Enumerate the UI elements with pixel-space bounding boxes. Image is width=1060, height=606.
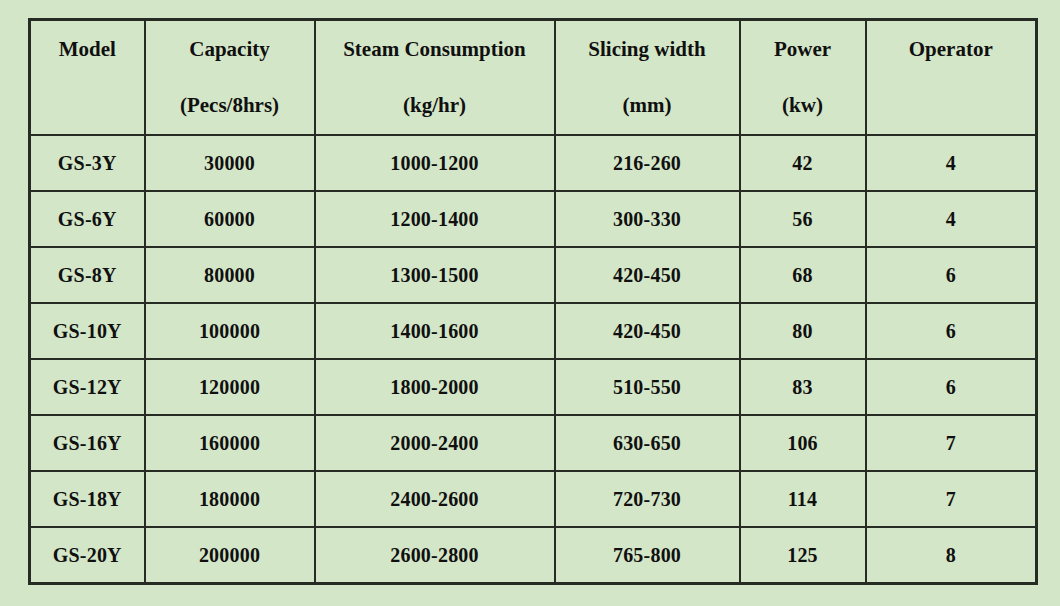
cell-slicing-width: 765-800 (555, 527, 740, 584)
table-row: GS-18Y1800002400-2600720-7301147 (30, 471, 1037, 527)
header-steam-consumption: Steam Consumption (kg/hr) (315, 20, 555, 136)
cell-slicing-width: 420-450 (555, 247, 740, 303)
header-label: Operator (867, 21, 1036, 77)
cell-model: GS-12Y (30, 359, 145, 415)
header-unit (31, 77, 144, 133)
cell-capacity: 200000 (145, 527, 315, 584)
cell-capacity: 30000 (145, 135, 315, 191)
cell-model: GS-20Y (30, 527, 145, 584)
cell-capacity: 120000 (145, 359, 315, 415)
table-row: GS-8Y800001300-1500420-450686 (30, 247, 1037, 303)
cell-operator: 7 (866, 471, 1037, 527)
cell-operator: 6 (866, 247, 1037, 303)
header-label: Model (31, 21, 144, 77)
header-label: Steam Consumption (316, 21, 554, 77)
cell-operator: 7 (866, 415, 1037, 471)
header-unit: (Pecs/8hrs) (146, 77, 314, 133)
header-unit: (kg/hr) (316, 77, 554, 133)
header-capacity: Capacity (Pecs/8hrs) (145, 20, 315, 136)
cell-steam-consumption: 1000-1200 (315, 135, 555, 191)
cell-slicing-width: 420-450 (555, 303, 740, 359)
cell-capacity: 80000 (145, 247, 315, 303)
cell-model: GS-6Y (30, 191, 145, 247)
table-row: GS-16Y1600002000-2400630-6501067 (30, 415, 1037, 471)
table-row: GS-10Y1000001400-1600420-450806 (30, 303, 1037, 359)
header-unit: (kw) (741, 77, 865, 133)
cell-slicing-width: 630-650 (555, 415, 740, 471)
spec-table-container: Model Capacity (Pecs/8hrs) Steam Consump… (28, 18, 1038, 585)
cell-steam-consumption: 1800-2000 (315, 359, 555, 415)
cell-slicing-width: 300-330 (555, 191, 740, 247)
cell-capacity: 100000 (145, 303, 315, 359)
table-row: GS-3Y300001000-1200216-260424 (30, 135, 1037, 191)
cell-steam-consumption: 1300-1500 (315, 247, 555, 303)
cell-operator: 8 (866, 527, 1037, 584)
cell-capacity: 160000 (145, 415, 315, 471)
cell-slicing-width: 720-730 (555, 471, 740, 527)
cell-operator: 6 (866, 303, 1037, 359)
cell-operator: 4 (866, 135, 1037, 191)
cell-power: 125 (740, 527, 866, 584)
cell-power: 83 (740, 359, 866, 415)
table-header: Model Capacity (Pecs/8hrs) Steam Consump… (30, 20, 1037, 136)
header-unit (867, 77, 1036, 133)
cell-slicing-width: 216-260 (555, 135, 740, 191)
cell-power: 80 (740, 303, 866, 359)
cell-steam-consumption: 2000-2400 (315, 415, 555, 471)
header-power: Power (kw) (740, 20, 866, 136)
cell-power: 42 (740, 135, 866, 191)
header-model: Model (30, 20, 145, 136)
cell-power: 56 (740, 191, 866, 247)
cell-operator: 6 (866, 359, 1037, 415)
cell-power: 114 (740, 471, 866, 527)
cell-steam-consumption: 1200-1400 (315, 191, 555, 247)
cell-capacity: 180000 (145, 471, 315, 527)
cell-power: 106 (740, 415, 866, 471)
header-slicing-width: Slicing width (mm) (555, 20, 740, 136)
table-row: GS-12Y1200001800-2000510-550836 (30, 359, 1037, 415)
table-row: GS-20Y2000002600-2800765-8001258 (30, 527, 1037, 584)
cell-model: GS-10Y (30, 303, 145, 359)
header-operator: Operator (866, 20, 1037, 136)
cell-steam-consumption: 2400-2600 (315, 471, 555, 527)
cell-model: GS-18Y (30, 471, 145, 527)
cell-model: GS-16Y (30, 415, 145, 471)
table-body: GS-3Y300001000-1200216-260424GS-6Y600001… (30, 135, 1037, 584)
cell-model: GS-3Y (30, 135, 145, 191)
header-label: Capacity (146, 21, 314, 77)
header-row: Model Capacity (Pecs/8hrs) Steam Consump… (30, 20, 1037, 136)
header-unit: (mm) (556, 77, 739, 133)
header-label: Slicing width (556, 21, 739, 77)
spec-table: Model Capacity (Pecs/8hrs) Steam Consump… (28, 18, 1038, 585)
header-label: Power (741, 21, 865, 77)
cell-model: GS-8Y (30, 247, 145, 303)
cell-steam-consumption: 1400-1600 (315, 303, 555, 359)
cell-capacity: 60000 (145, 191, 315, 247)
cell-steam-consumption: 2600-2800 (315, 527, 555, 584)
table-row: GS-6Y600001200-1400300-330564 (30, 191, 1037, 247)
cell-power: 68 (740, 247, 866, 303)
cell-slicing-width: 510-550 (555, 359, 740, 415)
cell-operator: 4 (866, 191, 1037, 247)
